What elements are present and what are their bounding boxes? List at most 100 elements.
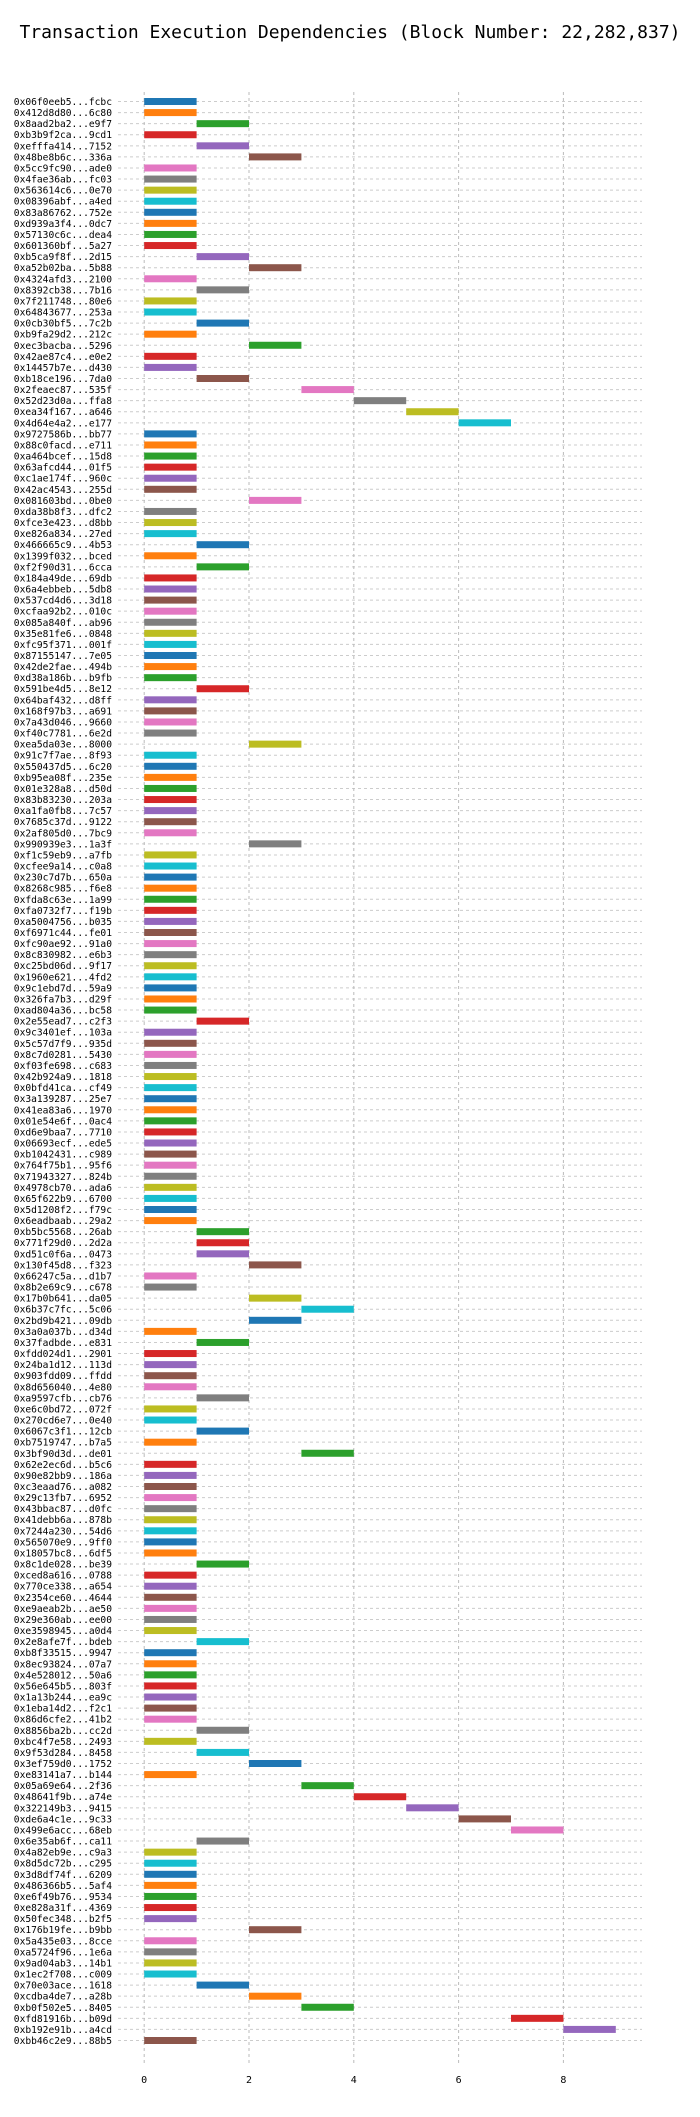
bar-126	[144, 1494, 197, 1502]
bar-173	[511, 2014, 564, 2022]
y-tick-label: 0x1ec2f708...c009	[14, 1970, 112, 1981]
y-tick-label: 0x1eba14d2...f2c1	[14, 1704, 112, 1715]
bar-48	[144, 629, 197, 637]
y-tick-label: 0x4d64e4a2...e177	[14, 418, 112, 429]
bar-67	[249, 840, 302, 848]
bar-1	[144, 109, 197, 117]
y-tick-label: 0x3bf90d3d...de01	[14, 1449, 112, 1460]
y-tick-label: 0xd51c0f6a...0473	[14, 1249, 112, 1260]
y-tick-label: 0x771f29d0...2d2a	[14, 1238, 112, 1249]
y-tick-label: 0x4fae36ab...fc03	[14, 175, 112, 186]
y-tick-label: 0xd939a3f4...0dc7	[14, 219, 112, 230]
bar-54	[144, 696, 197, 704]
y-tick-label: 0xea5da03e...8000	[14, 740, 112, 751]
y-tick-label: 0x2feaec87...535f	[14, 385, 112, 396]
y-tick-label: 0x2bd9b421...09db	[14, 1316, 112, 1327]
y-tick-label: 0x770ce338...a654	[14, 1582, 112, 1593]
bar-79	[144, 973, 197, 981]
y-tick-label: 0xa1fa0fb8...7c57	[14, 806, 112, 817]
y-tick-label: 0x9f53d284...8458	[14, 1748, 112, 1759]
bar-69	[144, 862, 197, 870]
y-tick-label: 0x5d1208f2...f79c	[14, 1205, 112, 1216]
bar-6	[144, 164, 197, 172]
bar-168	[144, 1959, 197, 1967]
y-tick-label: 0x88c0facd...e711	[14, 440, 112, 451]
bar-4	[196, 142, 249, 150]
bar-31	[144, 441, 197, 449]
bar-40	[196, 541, 249, 549]
y-tick-label: 0x601360bf...5a27	[14, 241, 112, 252]
bar-17	[196, 286, 249, 294]
y-tick-label: 0xa9597cfb...cb76	[14, 1393, 112, 1404]
bar-94	[144, 1139, 197, 1147]
y-tick-label: 0x466665c9...4b53	[14, 540, 112, 551]
y-tick-label: 0x41ea83a6...1970	[14, 1105, 112, 1116]
bar-18	[144, 297, 197, 305]
bar-125	[144, 1483, 197, 1490]
y-tick-label: 0xefffa414...7152	[14, 141, 112, 152]
y-tick-label: 0xbb46c2e9...88b5	[14, 2036, 112, 2047]
y-tick-label: 0x4978cb70...ada6	[14, 1183, 112, 1194]
bar-102	[196, 1228, 249, 1236]
y-tick-label: 0x6eadbaab...29a2	[14, 1216, 112, 1227]
bar-50	[144, 652, 197, 659]
bar-26	[301, 386, 354, 394]
y-tick-label: 0xe6f49b76...9534	[14, 1892, 112, 1903]
bar-167	[144, 1948, 197, 1956]
bar-37	[144, 507, 197, 515]
y-tick-label: 0xe9aeab2b...ae50	[14, 1604, 112, 1615]
y-tick-label: 0x83a86762...752e	[14, 208, 112, 219]
bar-156	[511, 1826, 564, 1834]
bar-115	[144, 1372, 197, 1380]
y-tick-label: 0x8aad2ba2...e9f7	[14, 119, 112, 130]
y-tick-label: 0x18057bc8...6df5	[14, 1548, 112, 1559]
bar-136	[144, 1604, 197, 1612]
bar-109	[301, 1305, 354, 1313]
bar-8	[144, 186, 197, 194]
bar-59	[144, 751, 197, 759]
bar-141	[144, 1660, 197, 1668]
x-tick-label: 4	[351, 2075, 357, 2086]
y-tick-label: 0x563614c6...0e70	[14, 186, 112, 197]
y-tick-label: 0xd38a186b...b9fb	[14, 673, 112, 684]
y-tick-label: 0xea34f167...a646	[14, 407, 112, 418]
bar-140	[144, 1649, 197, 1657]
y-tick-label: 0xf1c59eb9...a7fb	[14, 850, 112, 861]
bar-128	[144, 1516, 197, 1524]
bar-68	[144, 851, 197, 859]
bar-139	[196, 1638, 249, 1646]
y-tick-label: 0x8268c985...f6e8	[14, 884, 112, 895]
y-tick-label: 0xec3bacba...5296	[14, 341, 112, 352]
bar-112	[196, 1338, 249, 1346]
bar-108	[249, 1294, 302, 1302]
bar-5	[249, 153, 302, 161]
bar-169	[144, 1970, 197, 1978]
bar-63	[144, 796, 197, 804]
bar-45	[144, 596, 197, 604]
y-tick-label: 0x8856ba2b...cc2d	[14, 1726, 112, 1737]
y-tick-label: 0xe83141a7...b144	[14, 1770, 112, 1781]
bar-96	[144, 1161, 197, 1169]
bar-80	[144, 984, 197, 992]
bar-70	[144, 873, 197, 881]
y-tick-label: 0x326fa7b3...d29f	[14, 994, 112, 1005]
bar-13	[144, 242, 197, 250]
y-tick-label: 0xfc90ae92...91a0	[14, 939, 112, 950]
y-tick-label: 0x081603bd...0be0	[14, 496, 112, 507]
y-tick-label: 0x6067c3f1...12cb	[14, 1427, 112, 1438]
y-tick-label: 0x64843677...253a	[14, 308, 112, 319]
bar-142	[144, 1671, 197, 1679]
bar-171	[249, 1992, 302, 2000]
y-tick-label: 0x8d656040...4e80	[14, 1382, 112, 1393]
bar-39	[144, 530, 197, 538]
y-tick-label: 0x24ba1d12...113d	[14, 1360, 112, 1371]
y-tick-label: 0x41debb6a...878b	[14, 1515, 112, 1526]
y-tick-label: 0x184a49de...69db	[14, 573, 112, 584]
y-tick-label: 0x9727586b...bb77	[14, 429, 112, 440]
bar-101	[144, 1217, 197, 1225]
bar-58	[249, 740, 302, 748]
y-tick-label: 0xe826a834...27ed	[14, 529, 112, 540]
y-tick-label: 0x7a43d046...9660	[14, 717, 112, 728]
bar-21	[144, 330, 197, 338]
y-tick-label: 0x085a840f...ab96	[14, 618, 112, 629]
